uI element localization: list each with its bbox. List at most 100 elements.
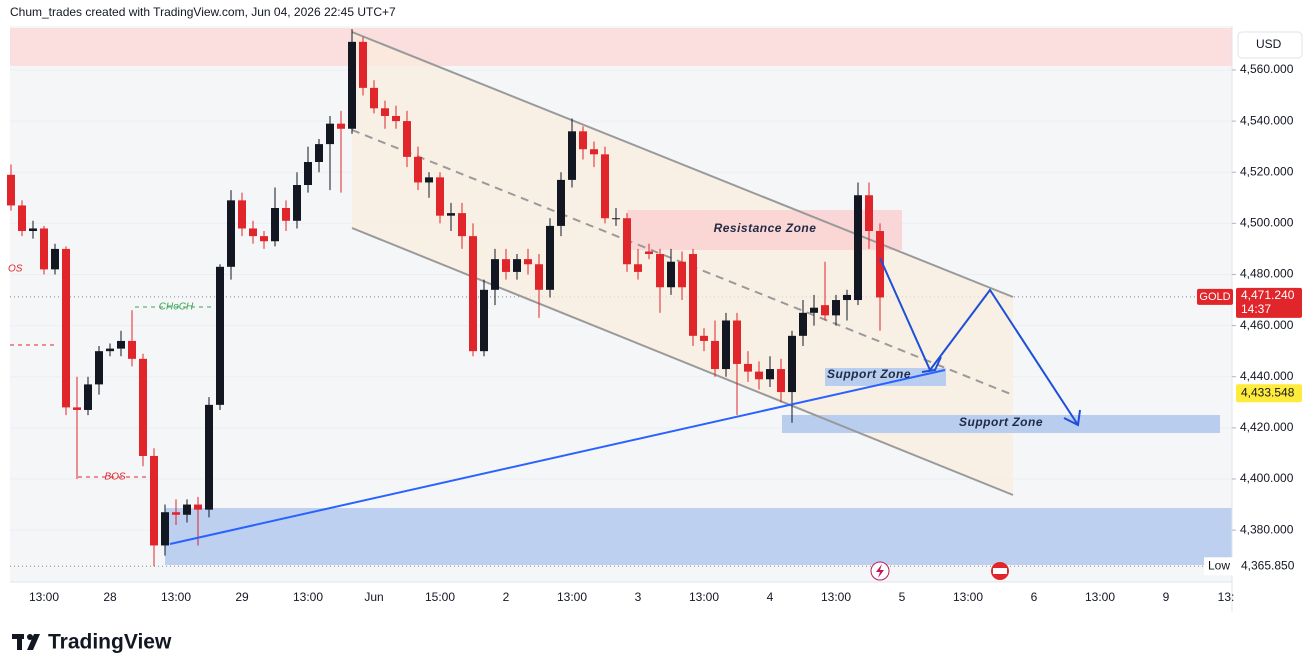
candle-body: [755, 371, 763, 380]
countdown-label: 14:37: [1241, 302, 1271, 316]
candle-body: [18, 205, 26, 232]
candle-body: [656, 254, 664, 288]
candle-body: [502, 259, 510, 272]
x-tick-label: 13:00: [293, 590, 323, 604]
candle-body: [865, 195, 873, 232]
candle-body: [667, 261, 675, 288]
x-tick-label: 13:00: [161, 590, 191, 604]
candle-body: [634, 264, 642, 272]
bos-label-left: OS: [8, 264, 23, 275]
currency-label: USD: [1256, 37, 1282, 51]
candle-body: [7, 174, 15, 206]
candle-body: [359, 41, 367, 88]
x-tick-label: 13:00: [689, 590, 719, 604]
x-tick-label: 3: [635, 590, 642, 604]
resistance-label: Resistance Zone: [714, 221, 817, 235]
flag-icon-stripe: [993, 568, 1007, 574]
candle-body: [722, 320, 730, 370]
candle-body: [271, 208, 279, 242]
x-tick-label: 5: [899, 590, 906, 604]
x-tick-label: 9: [1163, 590, 1170, 604]
trend-line: [169, 369, 946, 545]
candle-body: [854, 195, 862, 301]
candle-body: [117, 340, 125, 349]
logo: [12, 634, 40, 650]
channel-upper: [351, 31, 1014, 298]
y-tick-label: 4,480.000: [1240, 267, 1294, 281]
candle-body: [282, 208, 290, 221]
support-zone-1: [825, 368, 946, 386]
low-name: Low: [1208, 558, 1230, 572]
support-zone-2: [782, 415, 1220, 433]
candle-body: [480, 289, 488, 352]
candle-body: [568, 131, 576, 180]
candle-body: [249, 228, 257, 237]
symbol-badge: [1197, 288, 1233, 305]
candle-body: [84, 384, 92, 410]
candle-body: [810, 307, 818, 313]
candle-body: [590, 149, 598, 155]
y-tick-label: 4,380.000: [1240, 522, 1294, 536]
candle-body: [777, 369, 785, 393]
candle-body: [381, 108, 389, 116]
candle-body: [95, 351, 103, 385]
candles: [7, 29, 884, 567]
candle-body: [876, 231, 884, 298]
candle-body: [623, 218, 631, 265]
symbol-label: GOLD: [1199, 291, 1230, 303]
candle-body: [183, 504, 191, 515]
candle-body: [172, 512, 180, 515]
candle-body: [260, 236, 268, 242]
candle-body: [106, 348, 114, 352]
projection-path: [879, 257, 1079, 426]
candle-body: [612, 218, 620, 220]
candle-body: [821, 305, 829, 316]
candle-body: [843, 294, 851, 301]
candle-body: [348, 41, 356, 129]
candle-body: [315, 144, 323, 162]
candle-body: [139, 358, 147, 456]
candle-body: [370, 87, 378, 109]
candle-body: [392, 115, 400, 122]
candle-body: [414, 156, 422, 183]
x-tick-label: 2: [503, 590, 510, 604]
logo-mark: [27, 634, 40, 650]
x-tick-label: 4: [767, 590, 774, 604]
channel-lower: [351, 227, 1014, 496]
header-credit: Chum_trades created with TradingView.com…: [10, 5, 396, 19]
candle-body: [458, 213, 466, 237]
candle-body: [205, 404, 213, 510]
candle-body: [216, 266, 224, 405]
x-tick-label: 28: [103, 590, 117, 604]
candle-body: [469, 236, 477, 352]
logo-mark: [27, 634, 33, 640]
x-tick-label: 13:00: [557, 590, 587, 604]
candle-body: [601, 154, 609, 219]
projection-arrowhead-1: [921, 356, 942, 373]
y-tick-label: 4,540.000: [1240, 113, 1294, 127]
candle-body: [832, 300, 840, 316]
support-label-1: Support Zone: [827, 367, 911, 381]
low-label: 4,365.850: [1241, 558, 1295, 572]
y-tick-label: 4,440.000: [1240, 369, 1294, 383]
candle-body: [579, 131, 587, 150]
candle-body: [645, 251, 653, 255]
candle-body: [700, 335, 708, 341]
support-label-2: Support Zone: [959, 415, 1043, 429]
projection-arrowhead: [1063, 409, 1081, 427]
candle-body: [733, 320, 741, 364]
x-tick-label: 13:00: [953, 590, 983, 604]
candle-body: [194, 504, 202, 510]
x-tick-label: 6: [1031, 590, 1038, 604]
candle-body: [150, 455, 158, 546]
candle-body: [689, 254, 697, 336]
y-tick-label: 4,400.000: [1240, 471, 1294, 485]
candle-body: [447, 213, 455, 216]
candle-body: [766, 369, 774, 380]
y-tick-label: 4,420.000: [1240, 420, 1294, 434]
y-tick-label: 4,500.000: [1240, 216, 1294, 230]
x-tick-label: 13:00: [821, 590, 851, 604]
currency-button[interactable]: [1237, 31, 1303, 59]
